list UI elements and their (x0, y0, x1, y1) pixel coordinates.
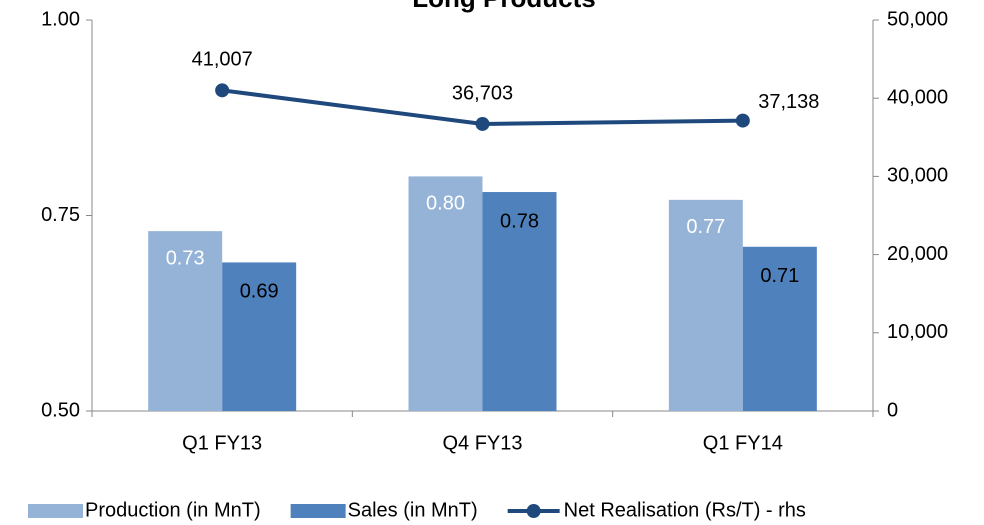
line-point (215, 83, 230, 98)
bar (482, 192, 557, 411)
bar-value-label: 0.78 (500, 210, 539, 232)
y-tick-label: 1.00 (41, 8, 80, 30)
y2-tick-label: 40,000 (887, 86, 948, 108)
legend-label: Net Realisation (Rs/T) - rhs (564, 499, 806, 521)
y-tick-label: 0.75 (41, 204, 80, 226)
x-tick-label: Q4 FY13 (442, 432, 522, 454)
y2-tick-label: 30,000 (887, 165, 948, 187)
y2-tick-label: 20,000 (887, 243, 948, 265)
y-tick-label: 0.50 (41, 399, 80, 421)
legend-label: Sales (in MnT) (348, 499, 478, 521)
bar-value-label: 0.77 (686, 216, 725, 238)
bar (742, 246, 817, 411)
x-tick-label: Q1 FY13 (182, 432, 262, 454)
line-value-label: 41,007 (192, 49, 253, 71)
line-point (475, 116, 490, 131)
y2-tick-label: 50,000 (887, 8, 948, 30)
y2-tick-label: 0 (887, 399, 898, 421)
legend-swatch (28, 504, 83, 518)
bar (408, 176, 483, 411)
y2-tick-label: 10,000 (887, 321, 948, 343)
bar (668, 199, 743, 411)
legend-swatch (290, 504, 346, 518)
x-tick-label: Q1 FY14 (703, 432, 783, 454)
line-value-label: 36,703 (452, 82, 513, 104)
bar-value-label: 0.73 (166, 247, 205, 269)
line-value-label: 37,138 (758, 91, 819, 113)
bar (148, 231, 223, 411)
bar-value-label: 0.69 (240, 281, 279, 303)
bar (222, 262, 297, 411)
legend-marker (526, 504, 541, 518)
bar-value-label: 0.71 (760, 265, 799, 287)
legend-label: Production (in MnT) (85, 499, 261, 521)
bar-value-label: 0.80 (426, 193, 465, 215)
chart-title: Long Products (412, 0, 595, 13)
line-point (735, 113, 750, 128)
